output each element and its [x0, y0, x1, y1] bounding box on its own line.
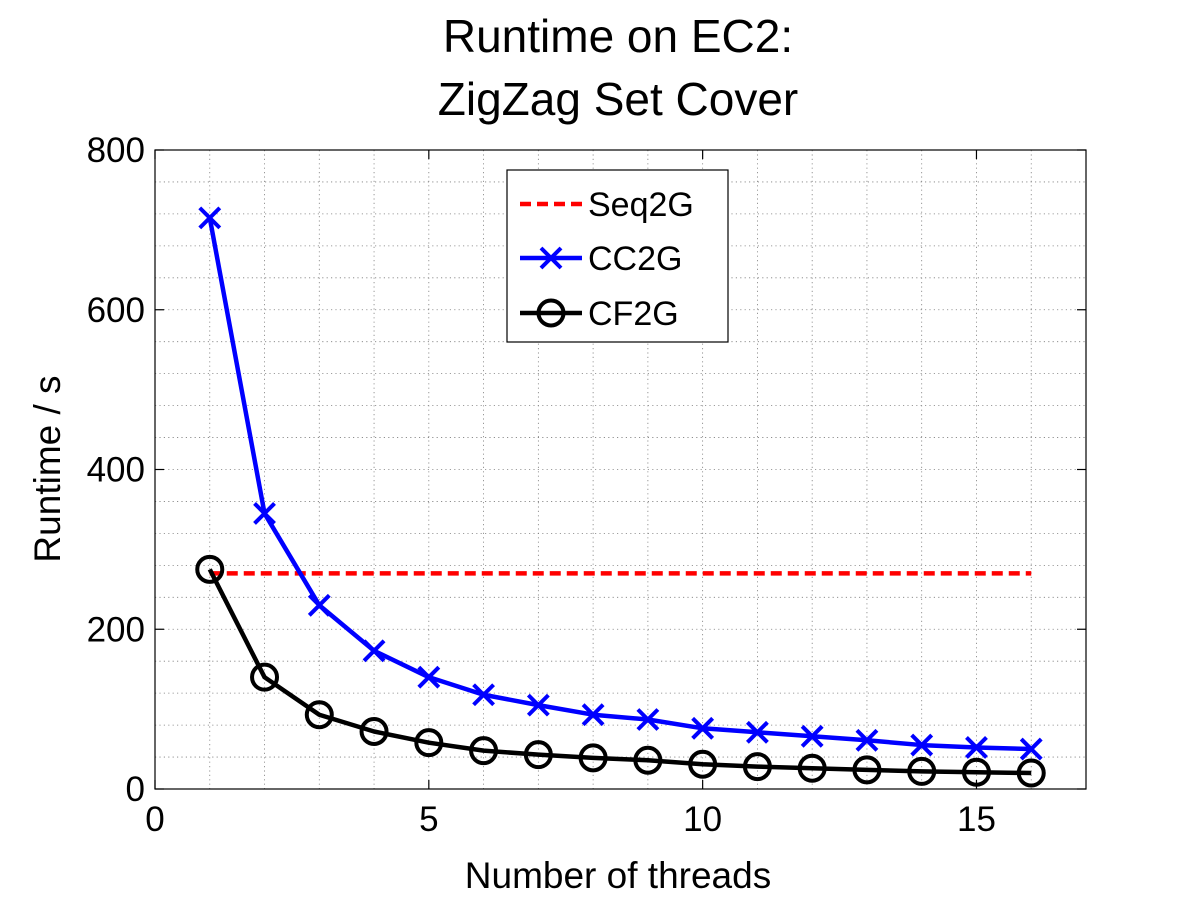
y-tick-label: 600 [87, 291, 145, 330]
x-marker-stroke [965, 736, 988, 759]
y-tick-label: 0 [126, 770, 145, 809]
x-marker-stroke [910, 733, 934, 757]
x-marker-stroke [472, 683, 496, 707]
x-marker-stroke [198, 206, 222, 230]
legend-item-cf2g: CF2G [520, 295, 679, 333]
x-marker-stroke [691, 716, 715, 740]
cf2g-point [414, 728, 444, 758]
cf2g-point [304, 700, 334, 730]
x-marker-stroke [362, 639, 386, 663]
cc2g-point [307, 593, 331, 617]
legend-item-seq2g: Seq2G [520, 186, 694, 224]
cc2g-point [198, 206, 222, 230]
legend-marker-cf2g [536, 298, 566, 328]
cf2g-line [207, 568, 1032, 776]
cf2g-point [195, 554, 225, 584]
cc2g-point [417, 665, 441, 689]
x-marker-stroke [800, 724, 824, 748]
x-marker-stroke [636, 708, 660, 731]
cc2g-point [253, 502, 276, 525]
cf2g-point [907, 756, 937, 786]
cc2g-point [965, 736, 988, 759]
x-marker-stroke [417, 665, 441, 689]
cc2g-point [855, 728, 879, 752]
x-marker-stroke [855, 728, 879, 752]
x-marker-stroke [307, 593, 331, 617]
x-marker-stroke [526, 693, 550, 717]
x-marker-stroke [581, 703, 605, 727]
legend: Seq2G CC2G CF2G [506, 169, 729, 343]
cc2g-point [636, 708, 660, 731]
cc2g-point [910, 733, 934, 757]
cf2g-point [250, 662, 280, 692]
tick-labels: 0 5 10 15 0 200 400 600 800 [87, 131, 996, 839]
x-marker-stroke [1019, 737, 1043, 761]
y-tick-label: 400 [87, 451, 145, 490]
cc2g-line [207, 217, 1032, 752]
cf2g-point [633, 745, 663, 775]
cc2g-point [691, 716, 715, 740]
cf2g-point [359, 716, 389, 746]
cf2g-point [469, 736, 499, 766]
x-tick-label: 0 [145, 800, 164, 839]
cf2g-point [742, 752, 772, 782]
legend-marker-cc2g [539, 246, 563, 270]
x-marker-stroke [539, 246, 563, 270]
cf2g-point [797, 753, 827, 783]
y-tick-label: 800 [87, 131, 145, 170]
x-tick-label: 15 [957, 800, 996, 839]
legend-label-seq2g: Seq2G [588, 186, 694, 224]
chart-title-line-2: ZigZag Set Cover [438, 73, 798, 125]
cf2g-point [852, 755, 882, 785]
series-cf2g [195, 554, 1046, 788]
cc2g-point [800, 724, 824, 748]
x-tick-label: 10 [683, 800, 722, 839]
cc2g-point [526, 693, 550, 717]
x-tick-label: 5 [419, 800, 438, 839]
cc2g-point [362, 639, 386, 663]
legend-label-cc2g: CC2G [588, 240, 682, 278]
cf2g-point [688, 749, 718, 779]
legend-label-cf2g: CF2G [588, 295, 679, 333]
cf2g-point [1016, 758, 1046, 788]
cc2g-point [1019, 737, 1043, 761]
cf2g-point [523, 740, 553, 770]
x-axis-label: Number of threads [465, 855, 771, 896]
cc2g-point [581, 703, 605, 727]
legend-item-cc2g: CC2G [520, 240, 682, 278]
cf2g-point [578, 743, 608, 773]
axis-ticks [154, 149, 1086, 790]
x-marker-stroke [745, 720, 769, 744]
y-axis-label: Runtime / s [27, 375, 68, 562]
series-cc2g [198, 206, 1043, 761]
series-layer [195, 206, 1046, 788]
cc2g-point [472, 683, 496, 707]
cc2g-point [745, 720, 769, 744]
y-tick-label: 200 [87, 610, 145, 649]
x-marker-stroke [253, 502, 276, 525]
chart-title-line-1: Runtime on EC2: [443, 10, 793, 62]
